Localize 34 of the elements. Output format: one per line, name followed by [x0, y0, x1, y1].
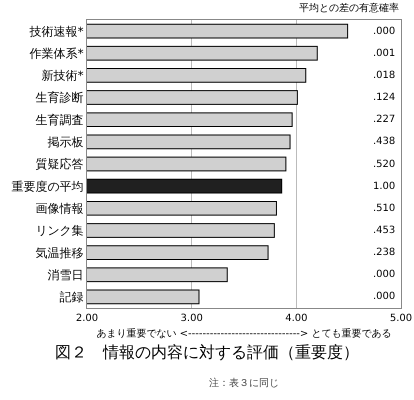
- annotation: .520: [373, 159, 396, 170]
- annotation: .438: [373, 136, 396, 147]
- y-tick-label: 記録: [60, 290, 84, 304]
- annotation: .124: [373, 92, 396, 103]
- y-tick-label: 重要度の平均: [12, 179, 84, 194]
- x-tick-label: 3.00: [180, 313, 203, 324]
- y-tick-label: 画像情報: [36, 202, 84, 216]
- y-tick-label: 掲示板: [48, 135, 84, 150]
- y-tick-label: 作業体系*: [28, 46, 84, 60]
- y-tick-label: 質疑応答: [36, 157, 84, 172]
- x-tick-label: 4.00: [285, 313, 308, 324]
- y-tick-label: 生育診断: [36, 90, 84, 105]
- annotation: .000: [373, 269, 396, 280]
- annotation: .510: [373, 203, 396, 214]
- x-tick-label: 2.00: [76, 313, 98, 324]
- x-axis-title: あまり重要でない <-------------------------------> とても重要である: [96, 328, 392, 340]
- annotation: .000: [373, 291, 396, 302]
- annotation: .018: [373, 70, 396, 81]
- annotation: .000: [373, 26, 396, 37]
- y-tick-label: 気温推移: [36, 246, 84, 260]
- y-tick-label: 技術速報*: [28, 24, 84, 38]
- text: 注：表３に同じ: [209, 377, 279, 389]
- annotation: .227: [373, 114, 396, 125]
- text: 平均との差の有意確率: [299, 2, 399, 14]
- annotation: .001: [373, 48, 396, 59]
- y-tick-label: 消雪日: [48, 268, 84, 282]
- annotation: 1.00: [373, 181, 396, 192]
- y-tick-label: 生育調査: [36, 112, 84, 127]
- y-tick-label: 新技術*: [42, 68, 84, 83]
- annotation: .453: [373, 225, 396, 236]
- y-tick-label: リンク集: [36, 224, 84, 238]
- annotation: .238: [373, 247, 396, 258]
- text: 図２ 情報の内容に対する評価（重要度）: [55, 342, 359, 362]
- x-tick-label: 5.00: [390, 313, 412, 324]
